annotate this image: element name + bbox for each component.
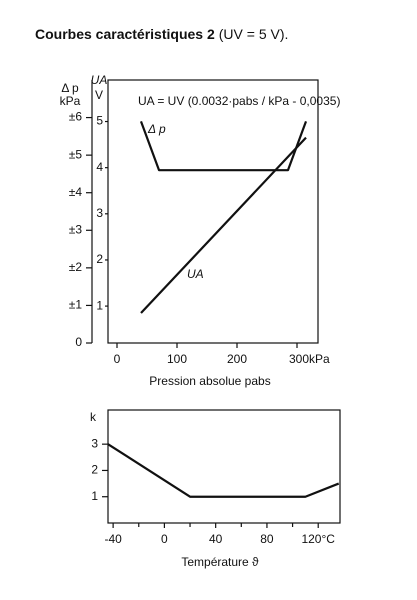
y2-tick-label: 1 [96,298,103,312]
x-tick-label: 120°C [301,532,335,546]
y2-label: V [95,88,103,102]
y2-tick-label: 4 [96,160,103,174]
title: Courbes caractéristiques 2 [35,26,215,42]
series-line [140,136,307,314]
subtitle: (UV = 5 V). [219,26,289,42]
y-tick-label: 2 [91,463,98,477]
x-tick-label: 300kPa [289,352,330,366]
x-tick-label: 40 [209,532,223,546]
formula: UA = UV (0.0032·pabs / kPa - 0,0035) [138,94,340,108]
y-tick-label: ±1 [69,298,83,312]
x-tick-label: 200 [227,352,247,366]
x-tick-label: 0 [114,352,121,366]
y-label: k [90,410,97,424]
y-tick-label: ±6 [69,110,83,124]
chart-title: Courbes caractéristiques 2 (UV = 5 V). [35,26,288,42]
y2-tick-label: 3 [96,206,103,220]
y2-label: UA [91,73,108,87]
series-label: UA [187,267,204,281]
y-tick-label: ±2 [69,260,83,274]
series-label: Δ p [147,122,166,136]
x-tick-label: 0 [161,532,168,546]
x-tick-label: 80 [260,532,274,546]
y-label: Δ p [61,81,79,95]
y-tick-label: 3 [91,436,98,450]
frame [107,409,341,524]
x-label: Température ϑ [181,555,259,569]
y2-tick-label: 2 [96,252,103,266]
y-label: kPa [60,94,81,108]
x-tick-label: -40 [104,532,122,546]
x-label: Pression absolue pabs [149,374,270,388]
y-tick-label: 1 [91,489,98,503]
y-tick-label: ±5 [69,147,83,161]
y-tick-label: 0 [75,335,82,349]
y-tick-label: ±3 [69,222,83,236]
x-tick-label: 100 [167,352,187,366]
y-tick-label: ±4 [69,185,83,199]
series-line [107,443,340,498]
y2-tick-label: 5 [96,114,103,128]
frame [107,79,319,344]
